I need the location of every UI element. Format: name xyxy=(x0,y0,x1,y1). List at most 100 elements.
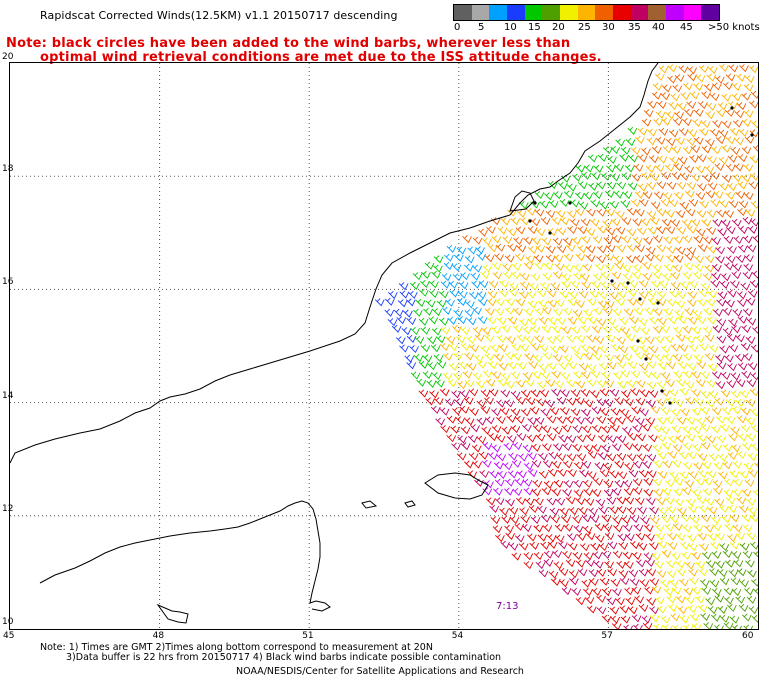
legend-label: 45 xyxy=(680,22,693,33)
wind-barb xyxy=(665,111,676,120)
wind-barb xyxy=(436,360,447,369)
wind-barb xyxy=(628,154,639,163)
wind-barb xyxy=(651,145,662,154)
wind-barb xyxy=(531,488,542,497)
wind-barb xyxy=(556,453,567,462)
wind-barb xyxy=(656,226,666,235)
wind-barb xyxy=(425,397,435,406)
wind-barb xyxy=(661,549,672,559)
wind-barb xyxy=(747,453,758,462)
wind-barb xyxy=(632,218,643,227)
wind-barb xyxy=(589,218,600,227)
wind-barb xyxy=(624,398,634,407)
wind-barb xyxy=(499,279,509,288)
contamination-dot xyxy=(730,106,734,110)
wind-barb xyxy=(581,171,592,180)
wind-barb xyxy=(594,523,605,532)
wind-barb xyxy=(482,264,493,273)
wind-barb xyxy=(541,487,552,496)
contamination-dot xyxy=(533,201,537,205)
wind-barb xyxy=(586,363,597,372)
wind-barb xyxy=(750,372,758,381)
wind-barb xyxy=(671,171,682,181)
wind-barb xyxy=(504,478,515,487)
wind-barb xyxy=(679,201,690,210)
map-canvas: 7:13 xyxy=(10,63,758,629)
wind-barb xyxy=(560,371,571,381)
legend-swatch-dark-green xyxy=(542,5,561,20)
wind-barb xyxy=(492,271,503,280)
wind-barb xyxy=(625,414,636,423)
wind-barb xyxy=(556,396,567,405)
wind-barb xyxy=(693,108,704,117)
wind-barb xyxy=(551,460,562,469)
wind-barb xyxy=(723,489,734,498)
wind-barb xyxy=(581,281,591,290)
wind-barb xyxy=(623,308,634,317)
wind-barb xyxy=(441,273,452,282)
wind-barb xyxy=(702,488,713,497)
wind-barb xyxy=(656,298,667,307)
wind-barb xyxy=(637,542,648,551)
wind-barb xyxy=(410,281,420,290)
wind-barb xyxy=(625,138,636,147)
wind-barb xyxy=(457,297,467,307)
wind-barb xyxy=(737,433,748,442)
wind-barb xyxy=(534,208,545,217)
wind-barb xyxy=(488,388,499,397)
wind-barb xyxy=(709,579,720,588)
wind-barb xyxy=(695,379,706,388)
wind-barb xyxy=(572,443,582,452)
wind-barb xyxy=(696,361,707,370)
wind-barb xyxy=(744,254,754,263)
wind-barb xyxy=(562,307,573,316)
wind-barb xyxy=(638,362,649,371)
wind-barb xyxy=(486,225,496,234)
wind-barb xyxy=(681,219,692,228)
wind-barb xyxy=(744,587,754,596)
wind-barb xyxy=(732,173,742,183)
wind-barb xyxy=(727,504,738,514)
wind-barb xyxy=(656,244,667,253)
latitude-label: 18 xyxy=(2,164,14,175)
wind-barb xyxy=(736,450,747,459)
wind-barb xyxy=(641,261,652,270)
wind-barb xyxy=(747,507,758,516)
wind-barb xyxy=(610,343,621,352)
wind-barb xyxy=(505,531,516,540)
wind-barb xyxy=(567,183,577,192)
wind-barb xyxy=(675,137,685,146)
wind-barb xyxy=(520,515,530,524)
wind-barb xyxy=(460,272,470,281)
wind-barb xyxy=(706,316,717,325)
wind-barb xyxy=(654,560,664,569)
wind-barb xyxy=(531,443,541,452)
wind-barb xyxy=(727,363,737,372)
wind-barb xyxy=(731,588,742,597)
wind-barb xyxy=(701,586,712,595)
wind-barb xyxy=(731,93,742,102)
wind-barb xyxy=(737,362,748,371)
wind-barb xyxy=(527,245,538,255)
wind-barb xyxy=(728,64,739,73)
wind-barb xyxy=(447,379,458,388)
wind-barb xyxy=(639,408,649,417)
wind-barb xyxy=(684,381,695,390)
wind-barb xyxy=(471,444,482,453)
wind-barb xyxy=(634,351,645,360)
wind-barb xyxy=(642,621,653,629)
wind-barb xyxy=(715,136,726,145)
wind-barb xyxy=(663,307,674,316)
wind-barb xyxy=(527,300,538,309)
wind-barb xyxy=(718,471,728,480)
wind-barb xyxy=(496,415,506,425)
wind-barb xyxy=(632,478,643,487)
wind-barb xyxy=(655,110,666,119)
wind-barb xyxy=(513,236,524,246)
wind-barb xyxy=(677,315,688,325)
wind-barb xyxy=(543,262,554,271)
wind-barb xyxy=(547,317,558,326)
wind-barb xyxy=(732,488,742,497)
wind-barb xyxy=(451,442,461,451)
wind-barb xyxy=(654,164,665,173)
